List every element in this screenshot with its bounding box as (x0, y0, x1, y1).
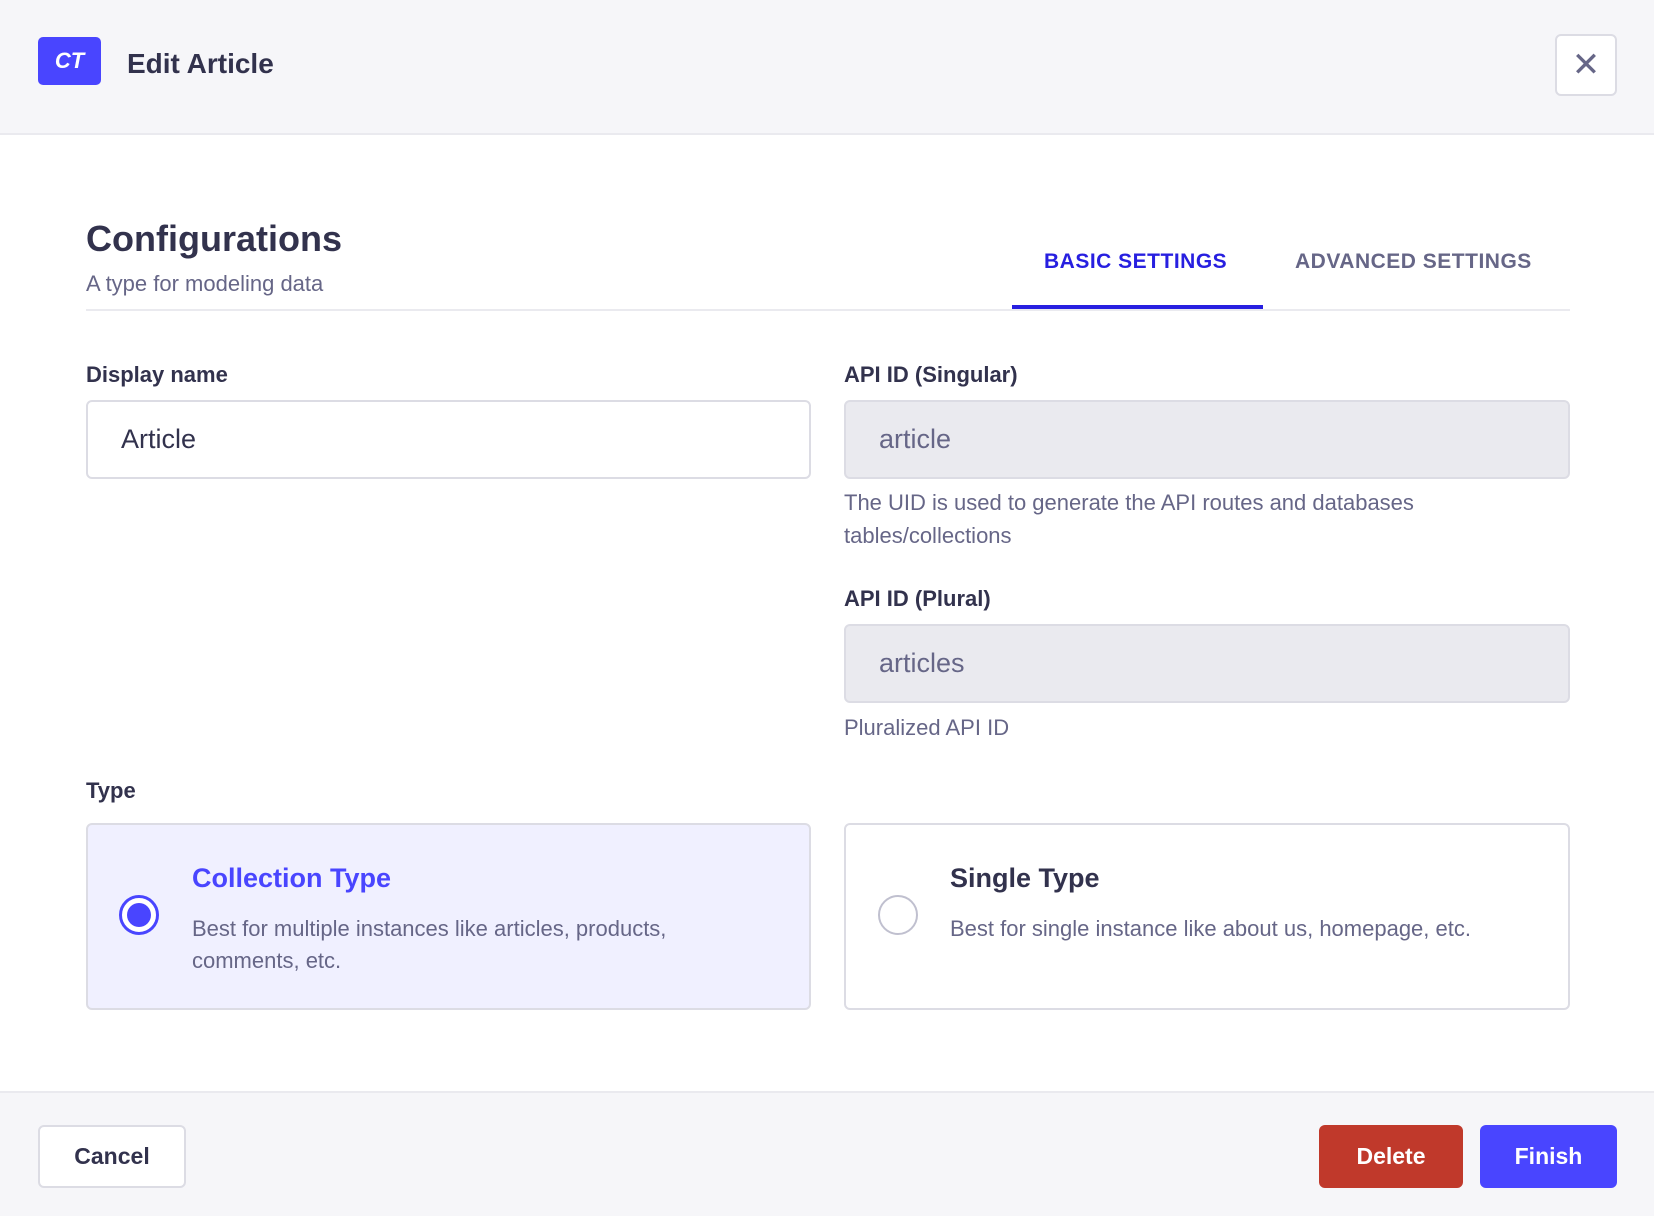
single-type-radio[interactable] (878, 895, 918, 935)
section-subtitle: A type for modeling data (86, 271, 324, 296)
collection-type-description: Best for multiple instances like article… (192, 916, 667, 973)
tabs-divider (86, 309, 1570, 311)
tab-advanced-settings[interactable]: ADVANCED SETTINGS (1295, 250, 1532, 273)
collection-type-radio[interactable] (119, 895, 159, 935)
delete-button[interactable]: Delete (1319, 1125, 1463, 1188)
display-name-label: Display name (86, 362, 228, 387)
api-singular-label: API ID (Singular) (844, 362, 1018, 387)
close-button[interactable]: ✕ (1555, 34, 1617, 96)
single-type-title: Single Type (950, 863, 1100, 893)
type-label: Type (86, 778, 136, 803)
collection-type-title: Collection Type (192, 863, 392, 893)
close-icon: ✕ (1571, 46, 1601, 84)
api-singular-help: The UID is used to generate the API rout… (844, 490, 1414, 548)
collection-type-option[interactable]: Collection Type Best for multiple instan… (86, 823, 811, 1010)
api-plural-input[interactable]: articles (844, 624, 1570, 703)
api-singular-input[interactable]: article (844, 400, 1570, 479)
display-name-input[interactable]: Article (86, 400, 811, 479)
api-plural-help: Pluralized API ID (844, 715, 1010, 740)
single-type-option[interactable]: Single Type Best for single instance lik… (844, 823, 1570, 1010)
api-plural-label: API ID (Plural) (844, 586, 991, 611)
modal-title: Edit Article (127, 48, 274, 79)
single-type-description: Best for single instance like about us, … (950, 916, 1471, 941)
section-title: Configurations (86, 218, 342, 259)
cancel-button[interactable]: Cancel (38, 1125, 186, 1188)
active-tab-indicator (1012, 305, 1263, 309)
content-type-logo: CT (38, 37, 101, 85)
finish-button[interactable]: Finish (1480, 1125, 1617, 1188)
tab-basic-settings[interactable]: BASIC SETTINGS (1044, 250, 1228, 273)
modal-header (0, 0, 1654, 135)
